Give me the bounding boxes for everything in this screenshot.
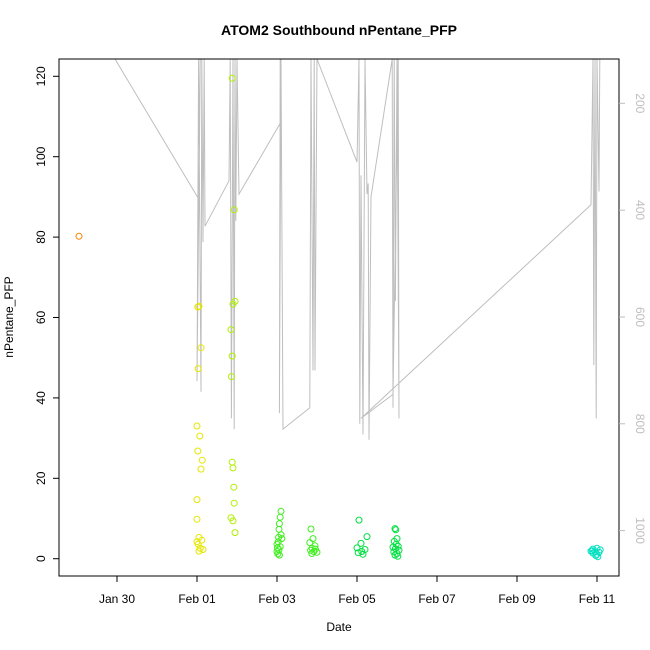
x-tick-label: Feb 07 (418, 592, 456, 606)
data-point-lime-5 (228, 352, 236, 360)
data-point-lime-1 (230, 206, 238, 214)
data-point-lime-13 (231, 529, 239, 537)
data-point-lime-9 (230, 483, 238, 491)
y-tick-label: 100 (34, 146, 48, 166)
data-point-bright-green-20 (389, 543, 397, 551)
data-point-yellow-6 (194, 447, 202, 455)
y2-tick-label: 400 (633, 200, 647, 220)
data-point-yellow-10 (193, 515, 201, 523)
data-point-yellow-3 (194, 365, 202, 373)
x-axis: Jan 30 Feb 01 Feb 03 Feb 05 Feb 07 Feb 09 Feb … (99, 576, 616, 606)
y2-tick-label: 200 (633, 93, 647, 113)
data-point-yellow-15 (199, 546, 207, 553)
data-point-green-11 (275, 546, 283, 554)
data-point-yellow-0 (194, 303, 202, 311)
data-point-bright-green-3 (353, 544, 361, 552)
data-point-green-13 (274, 550, 282, 558)
y-tick-label: 120 (34, 66, 48, 86)
data-point-bright-green-1 (363, 533, 371, 541)
data-point-bright-green-8 (391, 525, 399, 533)
data-point-lime-6 (227, 373, 235, 381)
data-point-green-15 (307, 525, 315, 533)
data-point-lime-0 (228, 74, 236, 82)
data-point-lime-7 (228, 458, 236, 466)
y-axis-label: nPentane_PFP (2, 276, 16, 357)
data-point-yellow-1 (195, 302, 203, 310)
y-tick-label: 60 (34, 311, 48, 325)
data-point-cyan-10 (596, 546, 604, 554)
y2-tick-label: 1000 (633, 517, 647, 544)
data-point-green-20 (307, 546, 315, 554)
data-point-green-5 (275, 533, 283, 541)
x-tick-label: Feb 09 (498, 592, 536, 606)
y2-tick-label: 800 (633, 414, 647, 434)
data-point-bright-green-6 (354, 549, 362, 557)
data-point-lime-3 (229, 300, 237, 308)
data-point-green-1 (276, 513, 284, 521)
data-point-bright-green-19 (394, 552, 402, 560)
x-tick-label: Feb 01 (178, 592, 216, 606)
data-point-green-16 (309, 535, 317, 543)
chart-title: ATOM2 Southbound nPentane_PFP (221, 22, 457, 38)
plot-frame (58, 58, 620, 577)
data-point-yellow-8 (197, 465, 205, 473)
data-point-green-2 (275, 520, 283, 528)
x-axis-label: Date (326, 620, 352, 634)
data-point-yellow-4 (193, 422, 201, 430)
data-point-yellow-2 (197, 344, 205, 352)
data-point-bright-green-2 (357, 539, 365, 547)
y2-tick-label: 600 (633, 307, 647, 327)
data-point-cyan-9 (588, 547, 596, 555)
data-point-yellow-12 (198, 536, 206, 544)
pressure-layer (59, 58, 601, 440)
data-point-green-23 (308, 550, 316, 557)
x-tick-label: Jan 30 (99, 592, 135, 606)
data-point-green-24 (311, 545, 319, 553)
y-tick-label: 40 (34, 391, 48, 405)
y-tick-label: 80 (34, 230, 48, 244)
data-point-yellow-17 (195, 547, 203, 555)
x-tick-label: Feb 11 (579, 592, 616, 606)
data-point-orange-0 (75, 232, 83, 240)
y-axis-right: 200 400 600 800 1000 (619, 93, 647, 544)
data-point-lime-12 (229, 517, 237, 525)
y-tick-label: 0 (34, 555, 48, 562)
data-point-yellow-5 (196, 432, 204, 440)
data-point-bright-green-7 (359, 550, 367, 558)
points-layer (75, 74, 604, 561)
data-point-lime-8 (229, 464, 237, 472)
x-tick-label: Feb 05 (338, 592, 376, 606)
data-point-green-14 (275, 551, 283, 559)
y-axis-left: 0 20 40 60 80 100 120 (34, 66, 59, 562)
data-point-cyan-8 (594, 553, 602, 561)
data-point-bright-green-9 (392, 526, 400, 534)
x-tick-label: Feb 03 (258, 592, 296, 606)
data-point-bright-green-17 (393, 550, 401, 557)
data-point-green-0 (277, 507, 285, 515)
y-tick-label: 20 (34, 471, 48, 485)
data-point-yellow-16 (193, 538, 201, 546)
data-point-yellow-7 (198, 456, 206, 464)
pressure-line (59, 58, 601, 440)
data-point-yellow-9 (193, 496, 201, 504)
data-point-bright-green-0 (355, 516, 363, 524)
data-point-lime-4 (227, 326, 235, 334)
data-point-green-17 (306, 539, 314, 547)
data-point-lime-10 (230, 499, 238, 507)
